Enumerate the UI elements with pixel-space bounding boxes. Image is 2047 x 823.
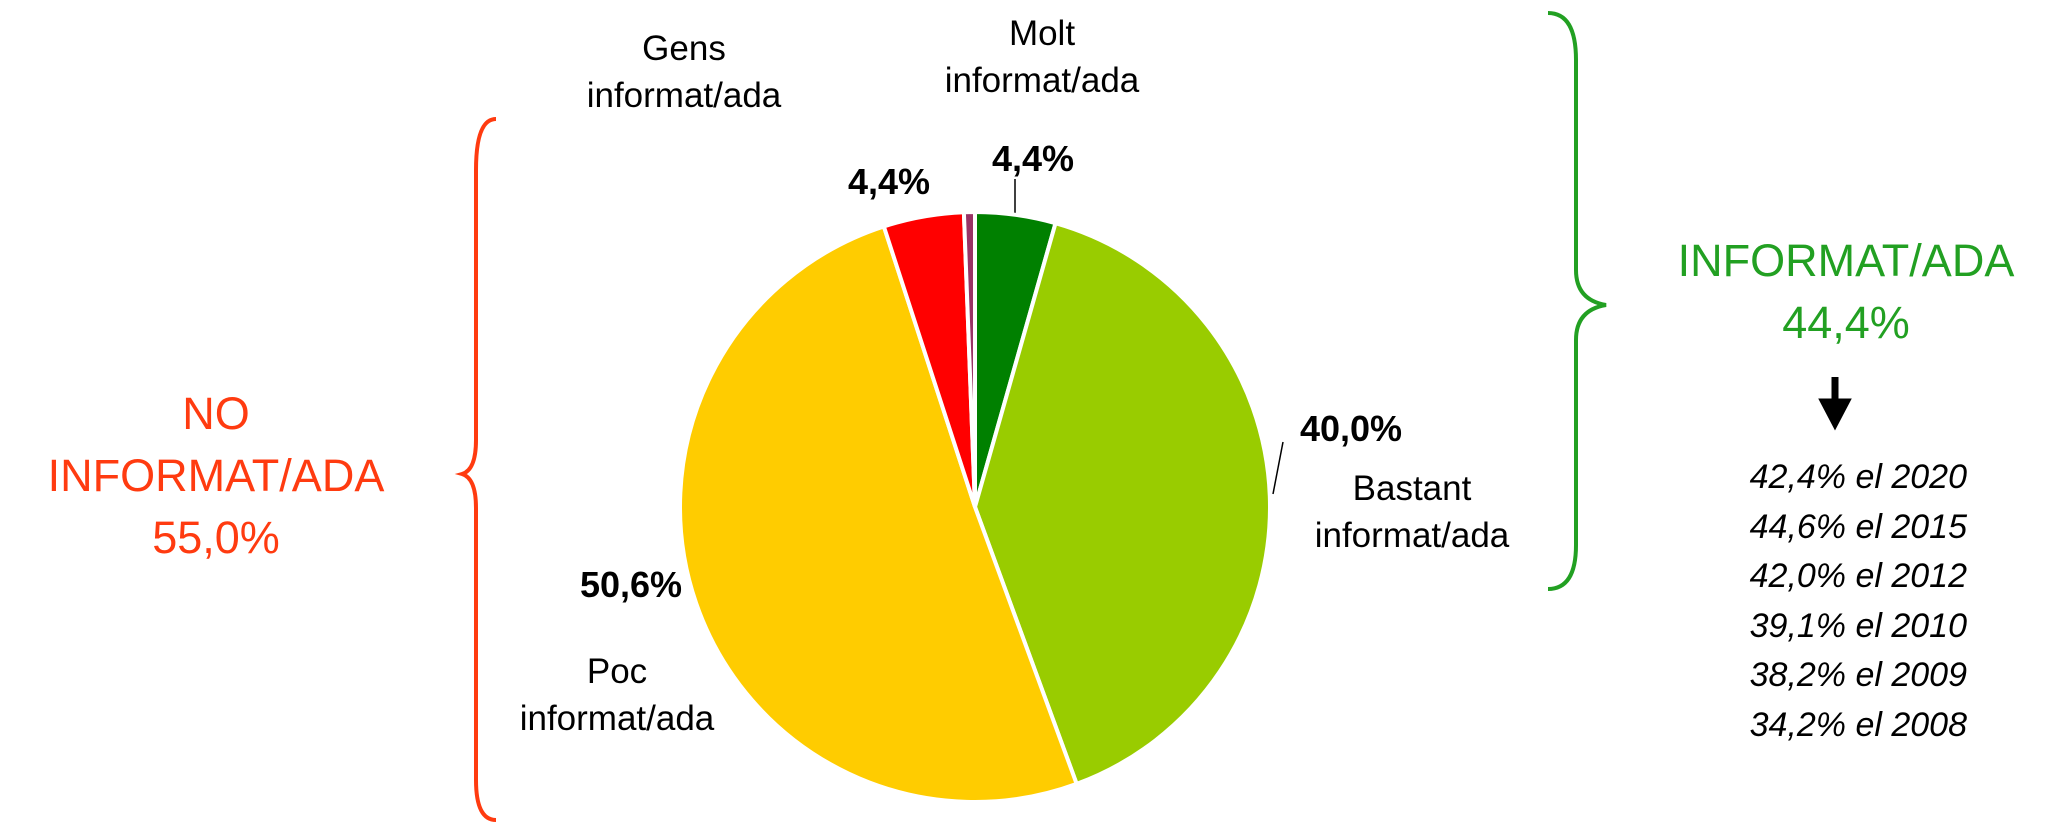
annotation-line: INFORMAT/ADA — [1677, 235, 2015, 286]
category-label: Molt informat/ada — [944, 14, 1140, 100]
data-label: 40,0% — [1299, 408, 1403, 449]
annotation-line: NO — [182, 388, 250, 439]
category-label: Poc informat/ada — [519, 652, 715, 738]
history-line: 42,0% el 2012 — [1749, 557, 1967, 595]
history-line: 34,2% el 2008 — [1749, 705, 1967, 744]
pie-slice — [972, 220, 1272, 787]
annotation-line: INFORMAT/ADA — [47, 450, 385, 501]
leader-line — [1272, 441, 1284, 495]
pie-slice — [678, 223, 1080, 804]
annotation-line: 44,4% — [1782, 297, 1910, 348]
category-label: Gens informat/ada — [586, 29, 782, 115]
history-line: 42,4% el 2020 — [1749, 458, 1967, 496]
left-brace — [454, 117, 497, 822]
down-arrow — [1818, 377, 1852, 431]
data-label: 50,6% — [579, 564, 683, 605]
pie-slice — [961, 209, 977, 508]
history-line: 39,1% el 2010 — [1749, 606, 1967, 645]
right-annotation: INFORMAT/ADA 44,4% — [1678, 230, 2015, 354]
data-label: 4,4% — [991, 138, 1075, 179]
history-line: 44,6% el 2015 — [1749, 507, 1967, 546]
annotation-line: 55,0% — [152, 512, 280, 563]
data-label: 4,4% — [847, 161, 931, 202]
history-line: 38,2% el 2009 — [1749, 656, 1967, 694]
right-brace — [1547, 11, 1607, 591]
category-label: Bastant informat/ada — [1314, 469, 1510, 555]
left-annotation: NO INFORMAT/ADA 55,0% — [48, 383, 385, 569]
